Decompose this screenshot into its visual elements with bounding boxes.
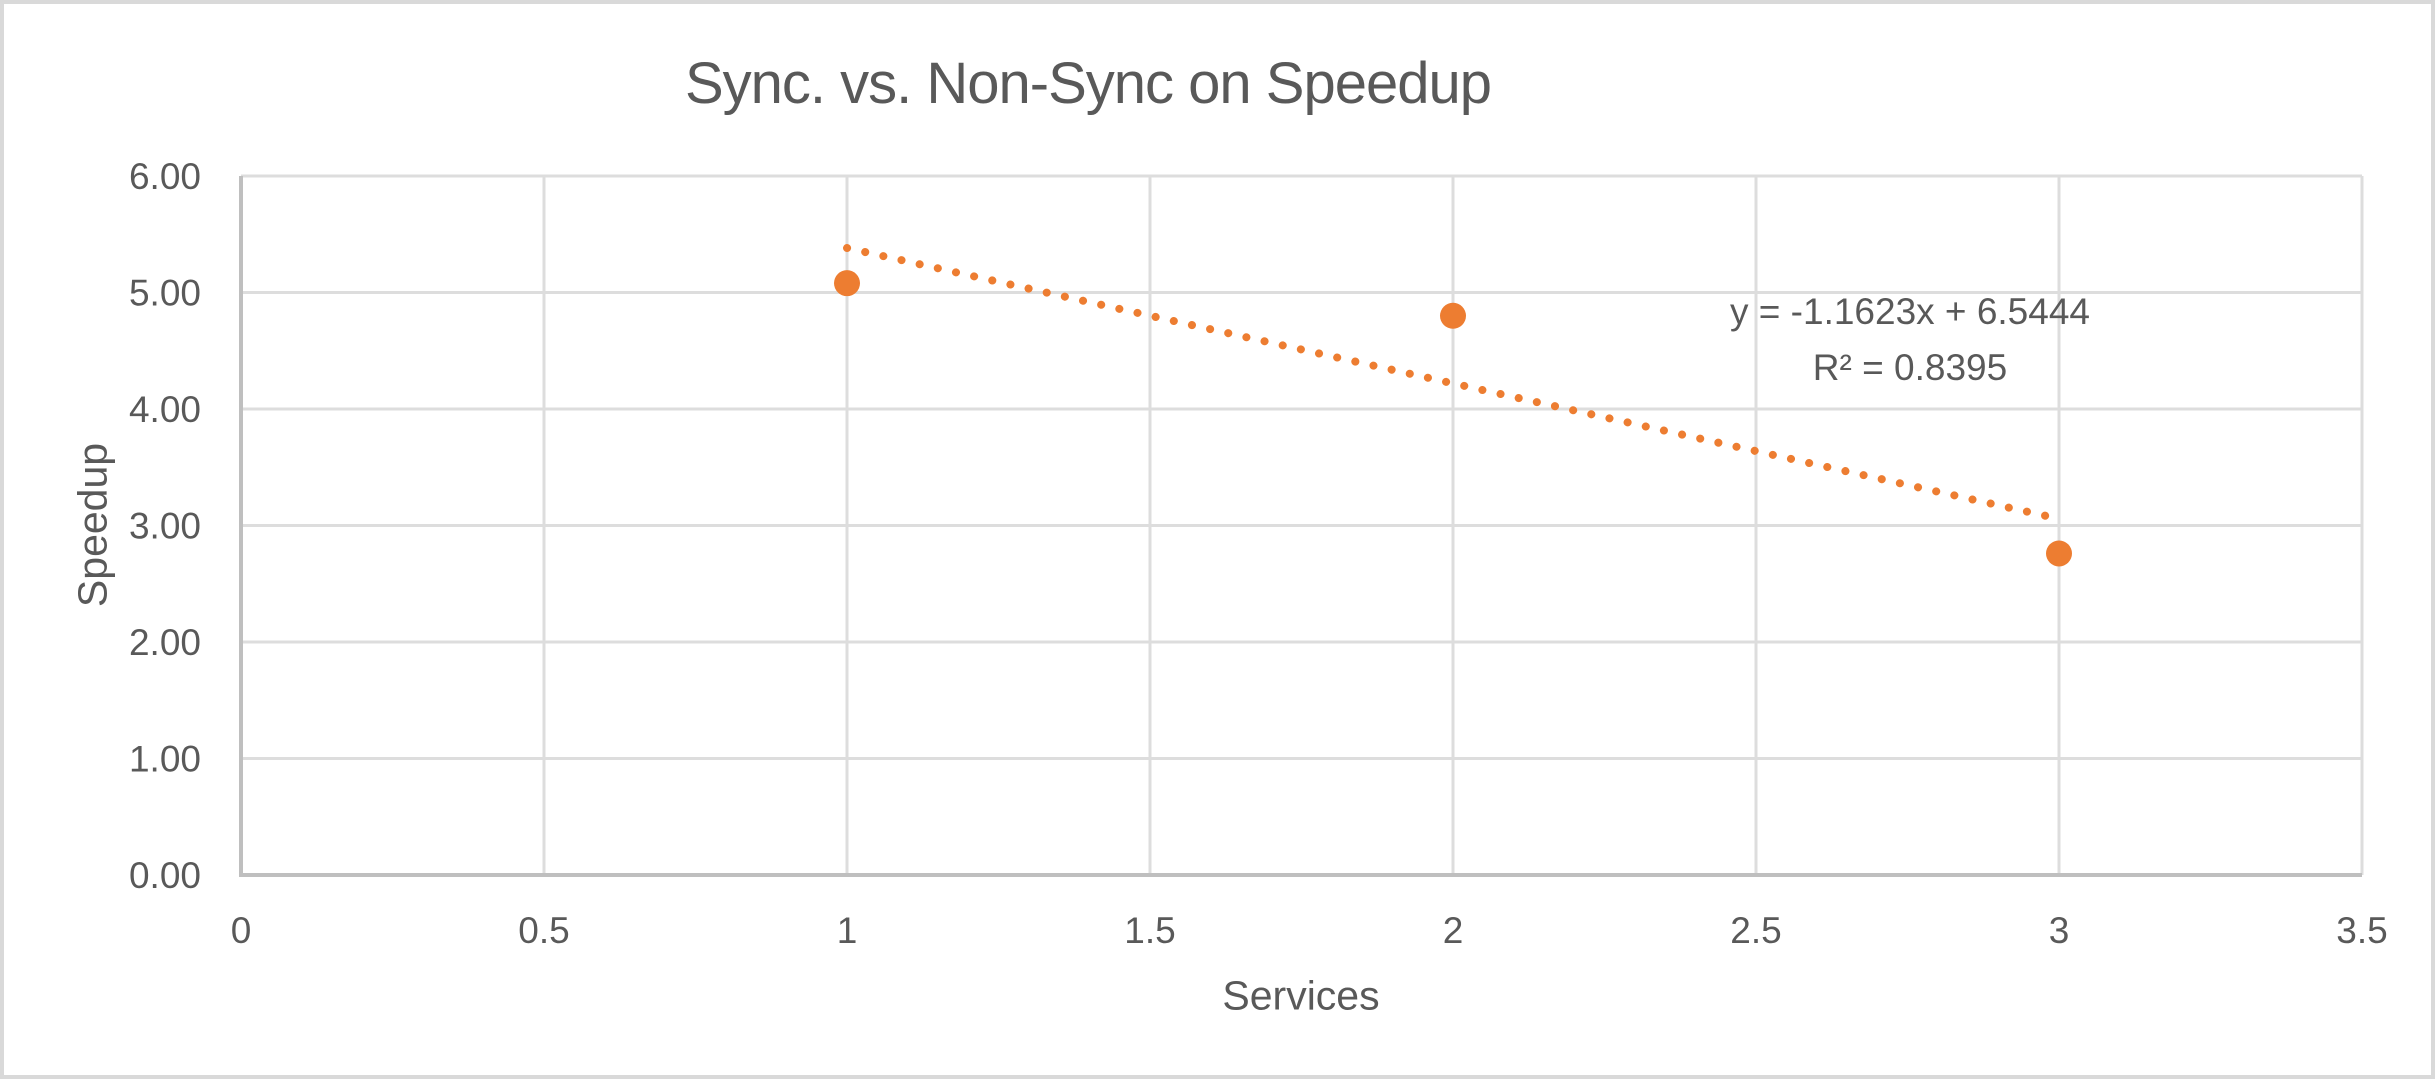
- data-point: [2046, 540, 2072, 567]
- data-point: [1440, 302, 1466, 329]
- data-point: [834, 270, 860, 297]
- x-tick-label: 1.5: [1124, 910, 1175, 951]
- x-tick-label: 2.5: [1730, 910, 1781, 951]
- plot-area: 0.00 1.00 2.00 3.00 4.00 5.00 6.00 0 0.5 1 1.5 2 2.5…: [129, 156, 2388, 951]
- y-axis-title: Speedup: [69, 442, 116, 608]
- x-tick-label: 0.5: [518, 910, 569, 951]
- trendline-r-squared: R² = 0.8395: [1812, 347, 2008, 388]
- chart-title: Sync. vs. Non-Sync on Speedup: [684, 51, 1492, 116]
- trendline-label: y = -1.1623x + 6.5444 R² = 0.8395: [1730, 284, 2090, 396]
- y-tick-label: 0.00: [129, 855, 201, 896]
- trendline-equation: y = -1.1623x + 6.5444: [1730, 291, 2090, 332]
- y-tick-label: 1.00: [129, 739, 201, 780]
- x-tick-label: 3.5: [2336, 910, 2387, 951]
- y-tick-label: 6.00: [129, 156, 201, 197]
- x-tick-label: 0: [231, 910, 252, 951]
- x-axis-title: Services: [1222, 972, 1380, 1019]
- y-tick-label: 5.00: [129, 273, 201, 314]
- trendline: [843, 243, 2063, 523]
- y-tick-label: 4.00: [129, 389, 201, 430]
- x-tick-label: 3: [2049, 910, 2070, 951]
- x-tick-label: 1: [837, 910, 858, 951]
- x-tick-label: 2: [1443, 910, 1464, 951]
- y-tick-label: 2.00: [129, 622, 201, 663]
- y-tick-label: 3.00: [129, 506, 201, 547]
